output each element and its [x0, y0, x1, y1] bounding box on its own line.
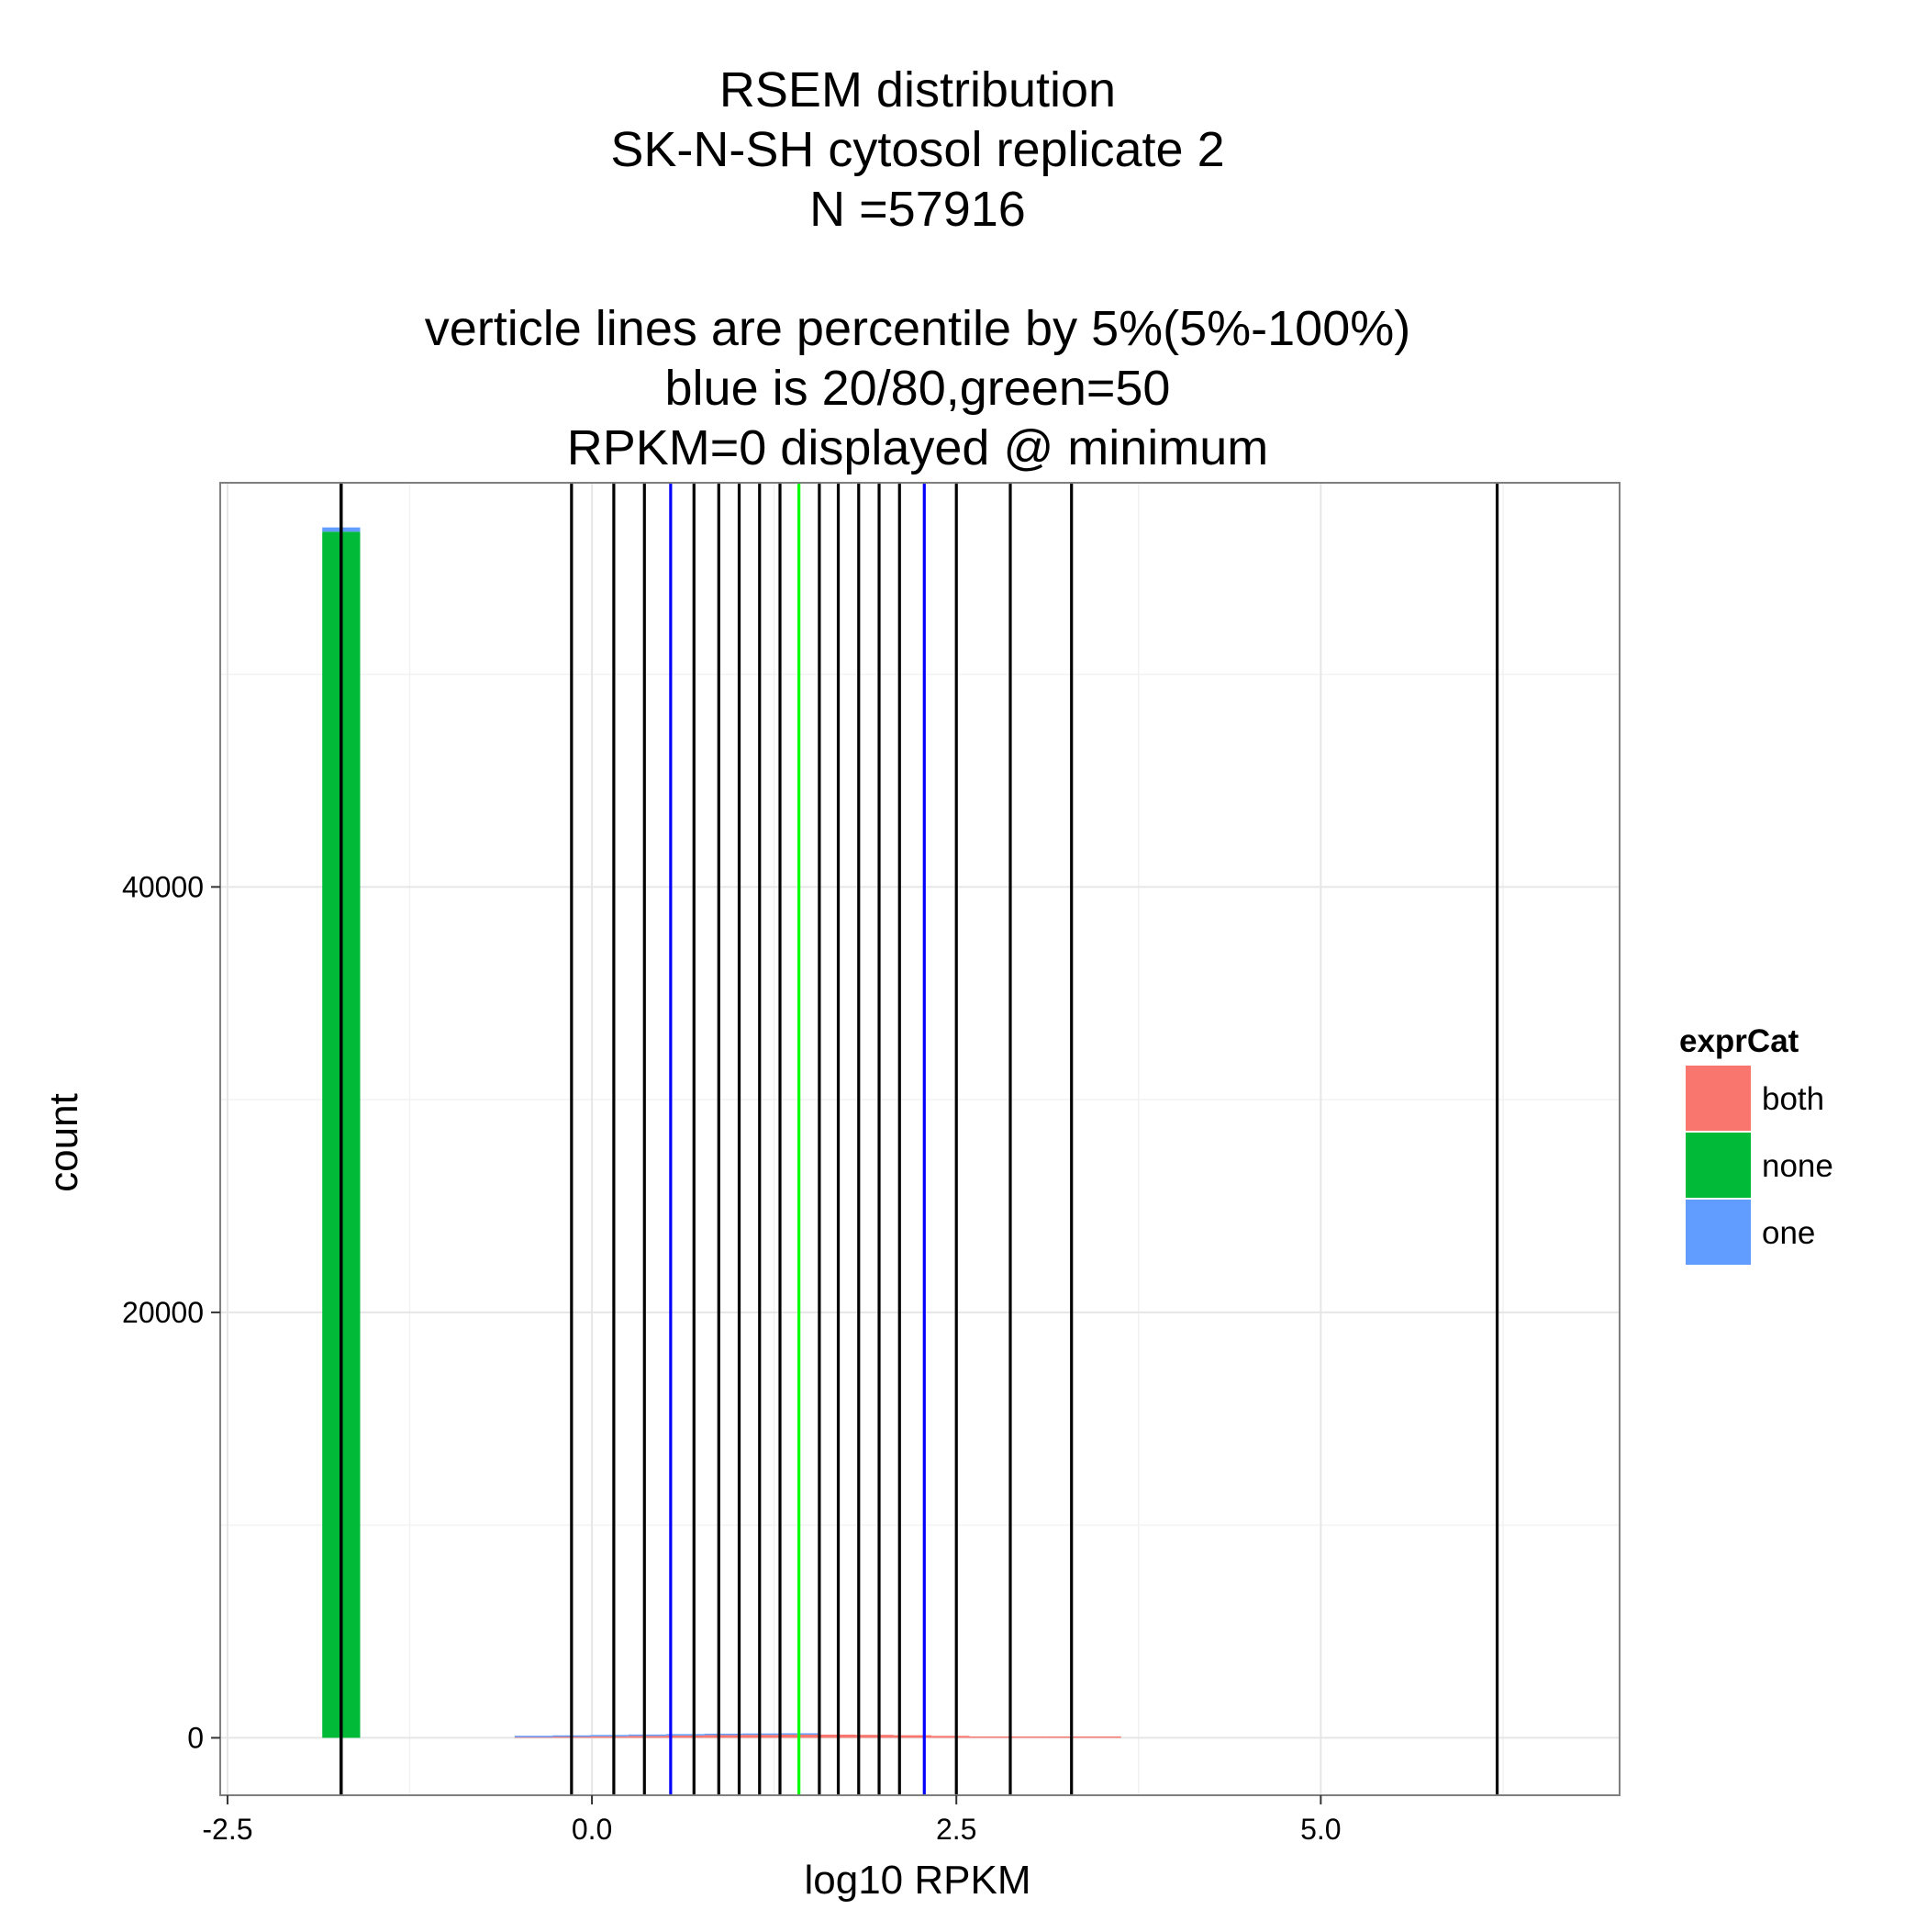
- x-tick-label: 2.5: [936, 1813, 976, 1846]
- x-tick-label: 5.0: [1300, 1813, 1341, 1846]
- legend-label-none: none: [1762, 1148, 1833, 1184]
- x-axis-label: log10 RPKM: [804, 1858, 1030, 1903]
- bar-segment-one: [514, 1736, 553, 1737]
- legend-key-none: [1684, 1131, 1753, 1200]
- title-line: RPKM=0 displayed @ minimum: [567, 420, 1269, 475]
- legend: exprCat both none one: [1679, 1023, 1833, 1267]
- bar-segment-both: [931, 1736, 970, 1738]
- bar-segment-one: [628, 1734, 667, 1737]
- bar-segment-both: [855, 1735, 894, 1738]
- bar-segment-one: [666, 1734, 705, 1736]
- legend-label-both: both: [1762, 1081, 1824, 1117]
- plot-border: [219, 482, 1621, 1796]
- bar-segment-both: [590, 1736, 629, 1738]
- y-tick-label: 40000: [122, 870, 204, 903]
- title-line: N =57916: [809, 182, 1026, 237]
- title-line: verticle lines are percentile by 5%(5%-1…: [425, 301, 1411, 356]
- legend-title: exprCat: [1679, 1023, 1799, 1059]
- x-tick-label: -2.5: [202, 1813, 252, 1846]
- bar-segment-both: [893, 1735, 932, 1738]
- title-line: SK-N-SH cytosol replicate 2: [610, 122, 1224, 177]
- bar-segment-both: [666, 1735, 705, 1738]
- plot-panel: [220, 483, 1620, 1795]
- bar-segment-both: [969, 1736, 1008, 1738]
- legend-label-one: one: [1762, 1215, 1815, 1251]
- legend-key-both: [1684, 1064, 1753, 1133]
- legend-key-one: [1684, 1198, 1753, 1267]
- bar-segment-one: [704, 1733, 742, 1736]
- bar-segment-one: [590, 1735, 629, 1737]
- title-line: RSEM distribution: [719, 62, 1116, 117]
- y-axis-label: count: [41, 1093, 86, 1192]
- bar-segment-both: [628, 1736, 667, 1738]
- bar-segment-both: [704, 1735, 742, 1738]
- y-tick-label: 20000: [122, 1296, 204, 1329]
- x-tick-label: 0.0: [572, 1813, 612, 1846]
- bar-segment-both: [1045, 1736, 1084, 1738]
- y-tick-label: 0: [187, 1721, 204, 1754]
- bar-segment-both: [1007, 1736, 1046, 1738]
- bar-segment-both: [1083, 1736, 1121, 1738]
- title-line: blue is 20/80,green=50: [665, 361, 1171, 416]
